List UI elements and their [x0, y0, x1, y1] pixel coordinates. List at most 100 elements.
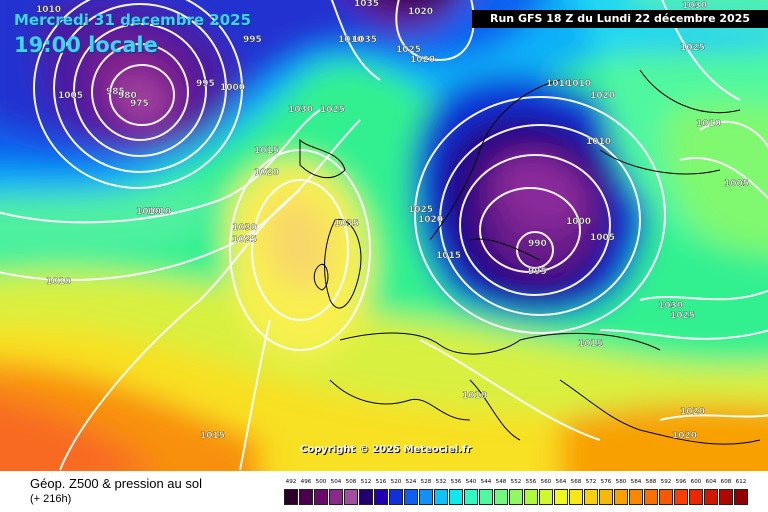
isobar-label: 1020 — [680, 407, 705, 417]
footer-panel: Géop. Z500 & pression au sol (+ 216h) 49… — [0, 471, 768, 512]
legend-swatch — [434, 489, 448, 505]
forecast-time: 19:00 locale — [14, 33, 158, 57]
legend-swatch — [584, 489, 598, 505]
legend-swatch — [419, 489, 433, 505]
isobar-label: 1015 — [254, 146, 279, 156]
legend-label: 596 — [675, 479, 687, 485]
isobar-label: 1030 — [682, 1, 707, 11]
legend-label: 592 — [660, 479, 672, 485]
legend-swatch — [464, 489, 478, 505]
isobar-label: 1010 — [338, 35, 363, 45]
legend-swatch — [614, 489, 628, 505]
chart-title: Géop. Z500 & pression au sol — [30, 476, 202, 491]
isobar-label: 1005 — [724, 179, 749, 189]
legend-swatch — [554, 489, 568, 505]
isobar-label: 1035 — [352, 35, 377, 45]
legend-label: 576 — [600, 479, 612, 485]
legend-label: 512 — [360, 479, 372, 485]
legend-label: 504 — [330, 479, 342, 485]
isobar-label: 1020 — [672, 431, 697, 441]
isobar-label: 1020 — [254, 168, 279, 178]
isobar-label: 980 — [118, 91, 137, 101]
isobar-label: 1010 — [566, 79, 591, 89]
geopotential-field — [0, 0, 768, 471]
isobar-label: 1005 — [590, 233, 615, 243]
legend-swatch — [479, 489, 493, 505]
legend-swatch — [644, 489, 658, 505]
legend-swatch — [509, 489, 523, 505]
legend-label: 528 — [420, 479, 432, 485]
legend-swatch — [344, 489, 358, 505]
legend-label: 516 — [375, 479, 387, 485]
legend-label: 580 — [615, 479, 627, 485]
isobar-label: 985 — [106, 87, 125, 97]
legend-swatch — [359, 489, 373, 505]
legend-label: 524 — [405, 479, 417, 485]
isobar-label: 975 — [130, 99, 149, 109]
legend-label: 604 — [705, 479, 717, 485]
legend-label: 492 — [285, 479, 297, 485]
isobar-label: 1010 — [586, 137, 611, 147]
legend-swatch — [599, 489, 613, 505]
legend-swatch — [539, 489, 553, 505]
legend-label: 556 — [525, 479, 537, 485]
isobar-label: 1010 — [46, 277, 71, 287]
legend-swatch — [314, 489, 328, 505]
isobar-label: 1010 — [36, 5, 61, 15]
isobar-label: 1010 — [146, 207, 171, 217]
legend-label: 540 — [465, 479, 477, 485]
forecast-date: Mercredi 31 decembre 2025 — [14, 11, 252, 29]
isobar-label: 1015 — [436, 251, 461, 261]
isobar-labels: 1010 1005 995 985 980 975 995 1000 1035 … — [36, 0, 749, 441]
isobar-label: 1010 — [462, 391, 487, 401]
legend-label: 568 — [570, 479, 582, 485]
legend-label: 520 — [390, 479, 402, 485]
isobar-label: 1010 — [696, 119, 721, 129]
isobar-label: 995 — [528, 267, 547, 277]
legend-label: 548 — [495, 479, 507, 485]
legend-swatch — [449, 489, 463, 505]
legend-swatch — [374, 489, 388, 505]
legend-label: 600 — [690, 479, 702, 485]
legend-label: 560 — [540, 479, 552, 485]
legend-swatch — [629, 489, 643, 505]
isobar-label: 1020 — [590, 91, 615, 101]
isobar-label: 1030 — [288, 105, 313, 115]
isobar-label: 1015 — [200, 431, 225, 441]
legend-swatch — [659, 489, 673, 505]
isobar-label: 1015 — [578, 339, 603, 349]
isobar-label: 1035 — [354, 0, 379, 9]
legend-swatch — [329, 489, 343, 505]
isobar-label: 1030 — [232, 223, 257, 233]
legend-swatch — [389, 489, 403, 505]
isobar-label: 1020 — [408, 7, 433, 17]
isobar-label: 1005 — [58, 91, 83, 101]
isobar-label: 1035 — [334, 219, 359, 229]
isobar-label: 1030 — [658, 301, 683, 311]
run-banner: Run GFS 18 Z du Lundi 22 décembre 2025 — [472, 10, 768, 28]
isobar-label: 990 — [528, 239, 547, 249]
legend-swatch — [734, 489, 748, 505]
legend-label: 588 — [645, 479, 657, 485]
isobar-label: 1000 — [566, 217, 591, 227]
legend-swatch — [284, 489, 298, 505]
legend-swatch — [719, 489, 733, 505]
isobar-label: 1020 — [418, 215, 443, 225]
legend-swatch — [494, 489, 508, 505]
coastlines — [299, 69, 761, 445]
isobar-label: 1020 — [410, 55, 435, 65]
legend-swatch — [674, 489, 688, 505]
legend-label: 584 — [630, 479, 642, 485]
legend-label: 544 — [480, 479, 492, 485]
legend-swatch — [704, 489, 718, 505]
isobar-label: 1025 — [670, 311, 695, 321]
legend-label: 508 — [345, 479, 357, 485]
legend-label: 564 — [555, 479, 567, 485]
weather-map: 1010 1005 995 985 980 975 995 1000 1035 … — [0, 0, 768, 471]
isobar-label: 1025 — [680, 43, 705, 53]
isobar-label: 1010 — [136, 207, 161, 217]
legend-swatch — [689, 489, 703, 505]
isobar-label: 1000 — [220, 83, 245, 93]
isobar-label: 995 — [196, 79, 215, 89]
isobar-label: 1025 — [320, 105, 345, 115]
